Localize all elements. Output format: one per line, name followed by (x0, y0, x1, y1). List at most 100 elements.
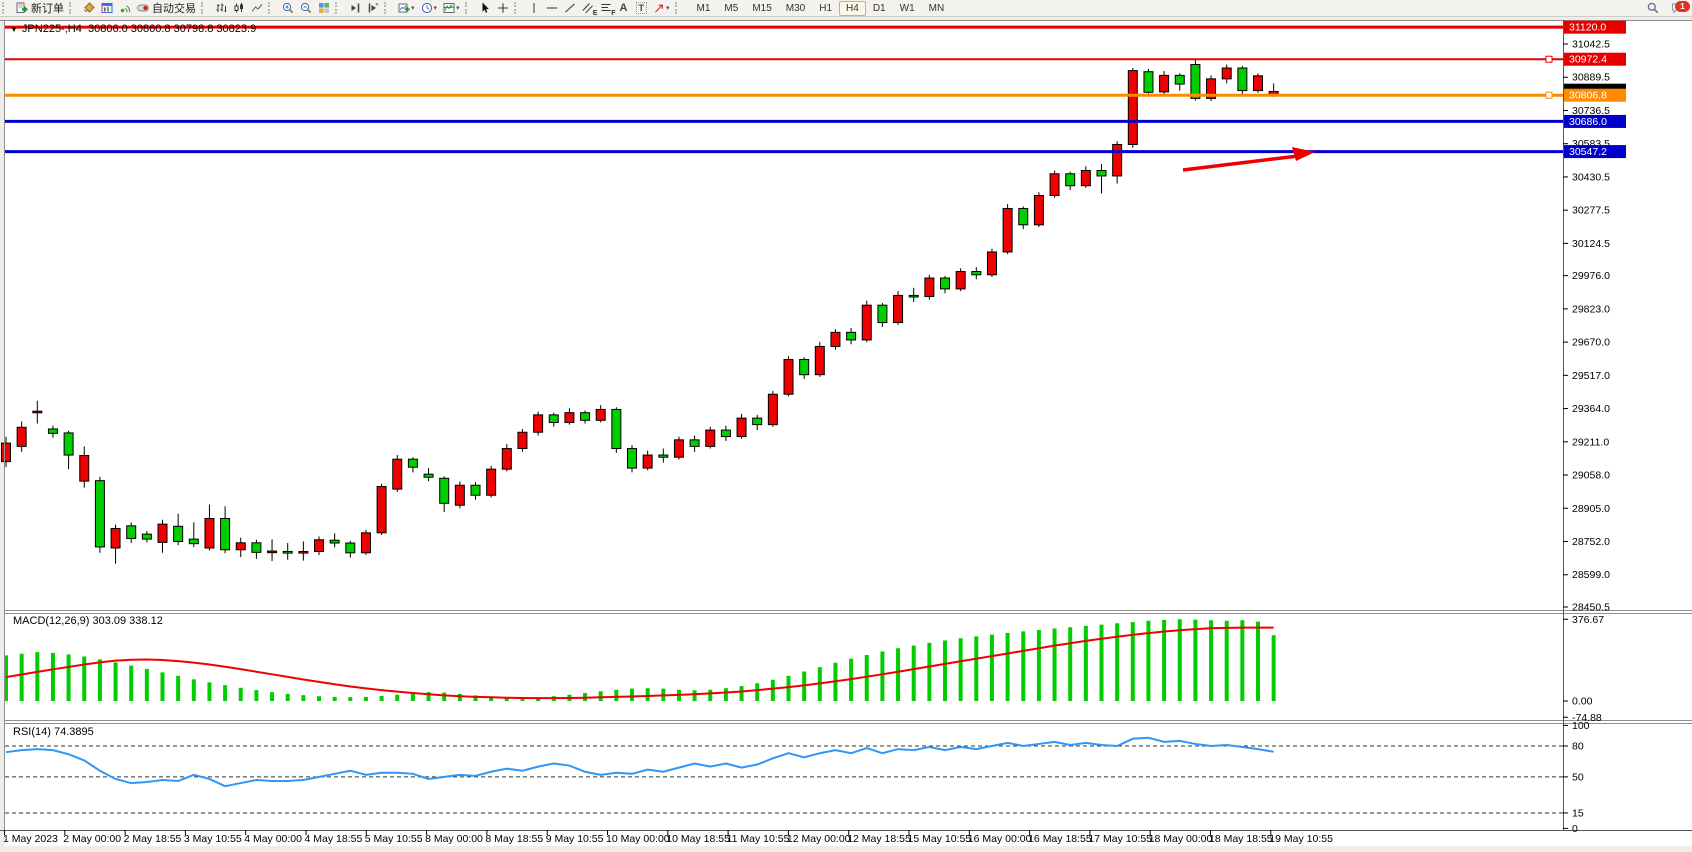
dropdown-caret-icon[interactable]: ▾ (666, 5, 670, 12)
price-tick-label: 28752.0 (1572, 536, 1610, 548)
timeframe-m30[interactable]: M30 (785, 2, 806, 14)
time-axis-label: 4 May 00:00 (244, 833, 302, 845)
candle-body (47, 428, 58, 434)
price-badge (1564, 88, 1626, 102)
timeframe-mn[interactable]: MN (928, 2, 945, 14)
price-badge (1564, 145, 1626, 159)
channel-button[interactable]: E (579, 1, 598, 17)
clock-icon (421, 2, 433, 14)
zoom-in-button[interactable] (279, 1, 297, 16)
styles-button[interactable] (80, 1, 98, 16)
chart-title: ▼ JPN225-,H4 30806.0 30860.8 30798.8 3082… (10, 23, 256, 35)
candle-body (110, 527, 121, 549)
autotrade-button[interactable]: 自动交易 (134, 1, 199, 16)
toolbar-separator (384, 2, 393, 14)
new-chart-button[interactable]: ▾ (395, 1, 418, 16)
chart-ohlc: 30806.0 30860.8 30798.8 30823.9 (87, 23, 257, 35)
candle-body (360, 532, 371, 554)
line-handle[interactable] (1545, 91, 1553, 99)
new-order-button[interactable]: 新订单 (13, 1, 67, 16)
candle-body (188, 538, 199, 545)
chart-shift-button[interactable] (364, 1, 382, 16)
cursor-button[interactable] (476, 1, 494, 16)
macd-tick-label: -74.88 (1572, 712, 1602, 724)
price-badge-label: 30547.2 (1569, 146, 1607, 158)
crosshair-button[interactable] (494, 1, 512, 16)
time-axis-label: 2 May 18:55 (124, 833, 182, 845)
bar-chart-button[interactable] (212, 1, 230, 16)
search-button[interactable] (1644, 1, 1662, 16)
timeframe-m1[interactable]: M1 (696, 2, 711, 14)
line-handle[interactable] (1545, 55, 1553, 63)
vline-icon (528, 2, 540, 14)
dropdown-caret-icon[interactable]: ▾ (433, 5, 438, 12)
auto-scroll-button[interactable] (346, 1, 364, 16)
text-button[interactable]: A (615, 1, 633, 16)
auto-scroll-icon (349, 2, 361, 14)
fibonacci-button[interactable]: F (597, 1, 616, 17)
timeframe-m5[interactable]: M5 (724, 2, 739, 14)
timeframe-w1[interactable]: W1 (899, 2, 915, 14)
time-axis-label: 1 May 2023 (3, 833, 58, 845)
icon-subscript: F (611, 9, 616, 17)
crosshair-icon (497, 2, 509, 14)
chart-window-button[interactable] (98, 1, 116, 16)
candle-body (861, 304, 872, 341)
line-chart-button[interactable] (248, 1, 266, 16)
time-axis-label: 16 May 18:55 (1028, 833, 1092, 845)
trendline-button[interactable] (561, 1, 579, 16)
toolbar-separator (513, 2, 523, 14)
time-axis-label: 19 May 10:55 (1269, 833, 1333, 845)
hline-icon (546, 2, 558, 14)
arrows-button[interactable]: ▾ (650, 1, 673, 16)
zoom-out-button[interactable] (297, 1, 315, 16)
arrow-annotation[interactable] (1182, 154, 1299, 172)
arrow-obj-icon (653, 2, 665, 14)
timeframe-m15[interactable]: M15 (752, 2, 772, 14)
candle-body (893, 294, 904, 324)
icon-subscript: E (592, 9, 598, 17)
time-axis-label: 8 May 18:55 (485, 833, 543, 845)
arrow-annotation-head[interactable] (1292, 147, 1315, 161)
price-badge (1564, 20, 1626, 34)
window-chrome-left (0, 16, 5, 852)
timeframe-d1[interactable]: D1 (872, 2, 886, 14)
candle-body (282, 550, 293, 554)
text-label-button[interactable]: T (633, 1, 651, 16)
candle-body (595, 408, 606, 421)
candle-chart-button[interactable] (230, 1, 248, 16)
candle-body (407, 458, 418, 468)
timeframe-h1[interactable]: H1 (819, 2, 833, 14)
periods-button[interactable]: ▾ (418, 1, 441, 16)
horizontal-line-button[interactable] (543, 1, 561, 16)
window-chrome-bottom (0, 846, 1692, 852)
notifications-button[interactable]: 1 (1668, 0, 1690, 16)
tile-windows-button[interactable] (315, 1, 333, 16)
templates-button[interactable]: ▾ (440, 1, 463, 16)
candle-body (94, 480, 105, 548)
signal-button[interactable] (116, 1, 134, 16)
price-tick-label: 29211.0 (1572, 436, 1609, 448)
timeframe-group: M1 M5 M15 M30 H1 H4 D1 W1 MN (690, 0, 952, 16)
candle-body (454, 484, 465, 506)
candle-body (971, 271, 982, 276)
macd-tick-label: 0.00 (1572, 696, 1593, 708)
vertical-line-button[interactable] (525, 1, 543, 16)
dropdown-caret-icon[interactable]: ▾ (456, 5, 460, 12)
candle-body (1127, 70, 1138, 145)
time-axis-label: 3 May 10:55 (184, 833, 242, 845)
candle-body (814, 345, 825, 376)
trendline-icon (564, 2, 576, 14)
dropdown-caret-icon[interactable]: ▾ (411, 5, 415, 12)
price-tick-label: 29670.0 (1572, 337, 1610, 349)
price-tick-label: 30430.5 (1572, 171, 1610, 183)
collapse-icon[interactable]: ▼ (10, 25, 18, 34)
price-tick-label: 30736.5 (1572, 105, 1610, 117)
timeframe-h4[interactable]: H4 (839, 0, 866, 16)
toolbar-separator (674, 2, 684, 14)
macd-tick-label: 376.67 (1572, 614, 1604, 626)
candle-body (1112, 143, 1123, 177)
window-chrome (0, 16, 1692, 20)
candle-body (955, 271, 966, 290)
